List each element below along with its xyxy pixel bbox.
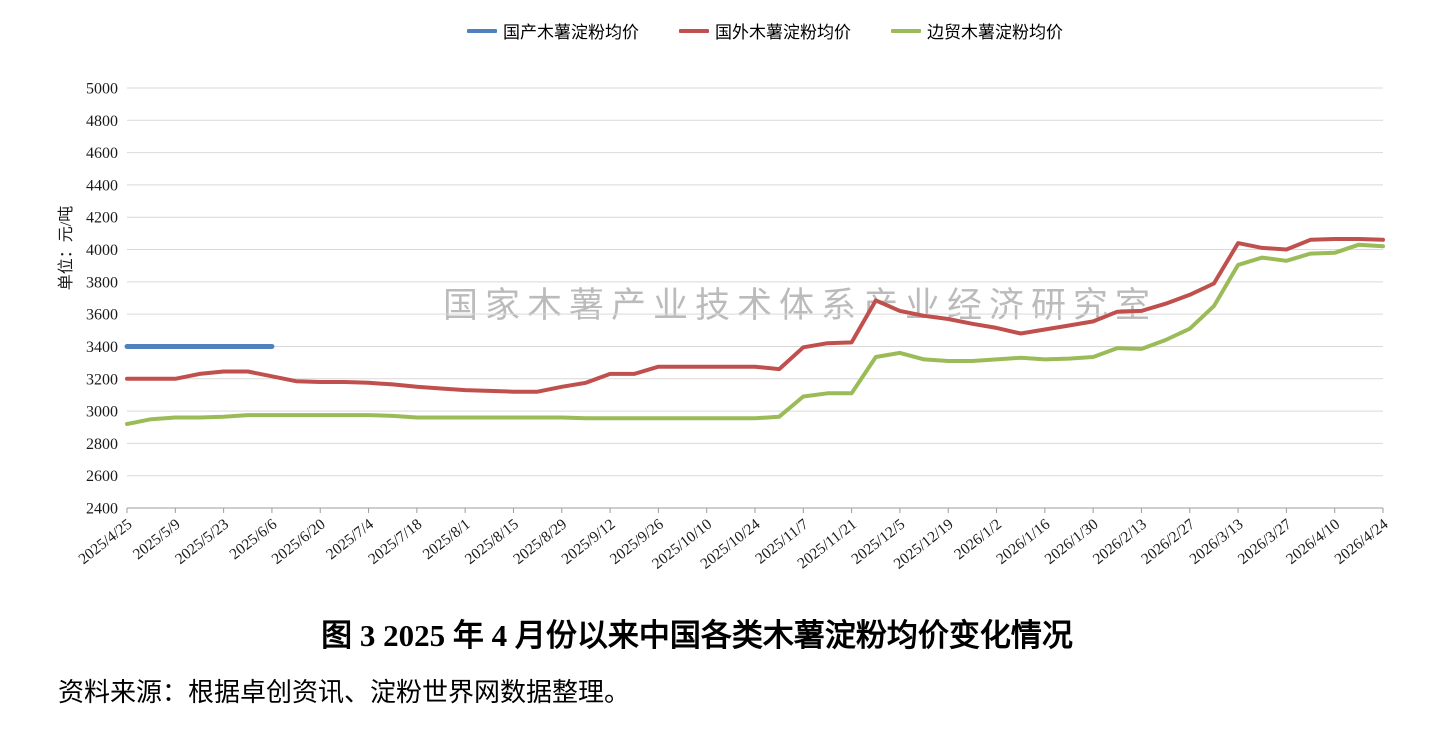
y-tick-label: 3000 [86, 404, 118, 421]
x-tick-label: 2026/4/10 [1283, 516, 1343, 568]
figure-title: 图 3 2025 年 4 月份以来中国各类木薯淀粉均价变化情况 [321, 618, 1073, 653]
x-tick-label: 2026/2/13 [1090, 516, 1150, 568]
y-tick-label: 3200 [86, 371, 118, 388]
x-tick-label: 2026/2/27 [1138, 516, 1198, 568]
legend-item-foreign: 国外木薯淀粉均价 [679, 18, 851, 43]
series-line-1 [125, 237, 1385, 394]
x-tick-label: 2026/1/16 [993, 516, 1053, 568]
legend-line-foreign-swatch [679, 28, 709, 33]
legend-label-foreign: 国外木薯淀粉均价 [715, 23, 851, 42]
y-tick-label: 4600 [86, 145, 118, 162]
watermark-text: 国家木薯产业技术体系产业经济研究室 [443, 286, 1158, 325]
y-tick-label: 4000 [86, 242, 118, 259]
legend-item-domestic: 国产木薯淀粉均价 [467, 18, 639, 43]
chart-legend: 国产木薯淀粉均价 国外木薯淀粉均价 边贸木薯淀粉均价 [467, 18, 1063, 43]
legend-item-border-trade: 边贸木薯淀粉均价 [891, 18, 1063, 43]
x-tick-label: 2026/4/24 [1331, 516, 1391, 568]
x-tick-label: 2025/8/15 [462, 516, 522, 568]
x-tick-label: 2025/4/25 [75, 516, 135, 568]
source-note: 资料来源：根据卓创资讯、淀粉世界网数据整理。 [58, 678, 631, 707]
y-tick-label: 3400 [86, 339, 118, 356]
series-line-2 [125, 242, 1385, 426]
y-tick-label: 3800 [86, 274, 118, 291]
x-tick-label: 2025/8/29 [510, 516, 570, 568]
x-tick-label: 2025/6/20 [269, 516, 329, 568]
legend-label-domestic: 国产木薯淀粉均价 [503, 23, 639, 42]
legend-line-border-trade-swatch [891, 28, 921, 33]
x-tick-label: 2025/9/12 [559, 516, 619, 568]
legend-line-domestic-swatch [467, 28, 497, 33]
x-tick-label: 2025/5/23 [172, 516, 232, 568]
y-axis-title: 单位：元/吨 [57, 206, 75, 290]
x-tick-label: 2026/1/30 [1042, 516, 1102, 568]
x-tick-label: 2026/3/27 [1235, 516, 1295, 568]
y-tick-label: 2400 [86, 501, 118, 518]
price-line-chart: 2400 2600 2800 3000 3200 3400 3600 3800 4000 4200… [57, 81, 1392, 573]
y-tick-label: 4800 [86, 113, 118, 130]
y-tick-label: 2800 [86, 436, 118, 453]
x-tick-label: 2026/3/13 [1187, 516, 1247, 568]
x-tick-label: 2025/7/18 [365, 516, 425, 568]
y-tick-label: 4400 [86, 177, 118, 194]
y-tick-label: 5000 [86, 81, 118, 98]
y-tick-label: 2600 [86, 468, 118, 485]
legend-label-border-trade: 边贸木薯淀粉均价 [927, 23, 1063, 42]
y-tick-label: 4200 [86, 210, 118, 227]
y-tick-label: 3600 [86, 307, 118, 324]
